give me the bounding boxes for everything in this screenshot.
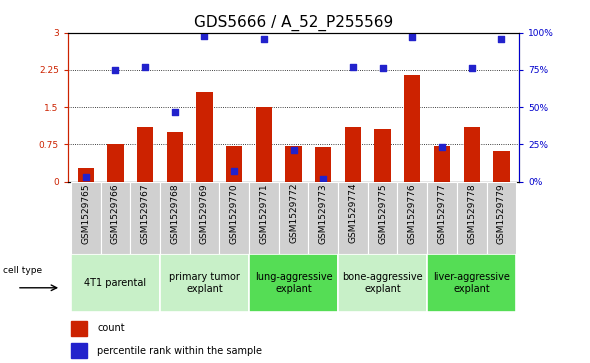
Point <box>170 109 179 114</box>
Point <box>111 67 120 73</box>
Bar <box>345 127 361 182</box>
Text: liver-aggressive
explant: liver-aggressive explant <box>433 272 510 294</box>
Bar <box>137 127 153 182</box>
Point <box>437 144 447 150</box>
Bar <box>71 254 160 312</box>
Bar <box>457 182 487 254</box>
Bar <box>434 146 450 182</box>
Bar <box>77 168 94 182</box>
Bar <box>249 254 338 312</box>
Bar <box>130 182 160 254</box>
Text: percentile rank within the sample: percentile rank within the sample <box>97 346 263 356</box>
Text: bone-aggressive
explant: bone-aggressive explant <box>342 272 423 294</box>
Text: GSM1529777: GSM1529777 <box>438 183 447 244</box>
Bar <box>487 182 516 254</box>
Point <box>230 168 239 174</box>
Point <box>348 64 358 70</box>
Bar <box>226 146 242 182</box>
Bar <box>427 254 516 312</box>
Bar <box>278 182 309 254</box>
Point <box>289 147 299 153</box>
Bar <box>71 182 100 254</box>
Bar <box>375 130 391 182</box>
Text: cell type: cell type <box>4 266 42 275</box>
Bar <box>255 107 272 182</box>
Bar <box>71 343 87 358</box>
Point <box>497 36 506 41</box>
Text: count: count <box>97 323 125 333</box>
Bar <box>249 182 278 254</box>
Point <box>200 33 209 38</box>
Text: GSM1529769: GSM1529769 <box>200 183 209 244</box>
Text: GSM1529770: GSM1529770 <box>230 183 238 244</box>
Point <box>408 34 417 40</box>
Point <box>319 176 328 182</box>
Bar <box>338 254 427 312</box>
Text: GSM1529768: GSM1529768 <box>171 183 179 244</box>
Bar <box>315 147 332 182</box>
Bar <box>404 75 421 182</box>
Text: GSM1529773: GSM1529773 <box>319 183 327 244</box>
Bar <box>427 182 457 254</box>
Point <box>81 174 90 180</box>
Text: GSM1529766: GSM1529766 <box>111 183 120 244</box>
Point <box>378 65 387 71</box>
Bar <box>338 182 368 254</box>
Bar <box>309 182 338 254</box>
Text: GSM1529776: GSM1529776 <box>408 183 417 244</box>
Text: GSM1529772: GSM1529772 <box>289 183 298 244</box>
Point <box>259 36 268 41</box>
Text: 4T1 parental: 4T1 parental <box>84 278 146 288</box>
Bar <box>100 182 130 254</box>
Bar <box>166 132 183 182</box>
Bar <box>493 151 510 182</box>
Text: GSM1529779: GSM1529779 <box>497 183 506 244</box>
Text: GSM1529765: GSM1529765 <box>81 183 90 244</box>
Bar <box>368 182 398 254</box>
Bar <box>189 182 219 254</box>
Text: GSM1529778: GSM1529778 <box>467 183 476 244</box>
Text: primary tumor
explant: primary tumor explant <box>169 272 240 294</box>
Bar <box>196 92 212 182</box>
Bar <box>107 144 123 182</box>
Bar <box>71 321 87 336</box>
Bar <box>160 182 189 254</box>
Bar <box>160 254 249 312</box>
Point <box>140 64 150 70</box>
Bar <box>398 182 427 254</box>
Text: GSM1529767: GSM1529767 <box>140 183 149 244</box>
Bar <box>286 146 301 182</box>
Title: GDS5666 / A_52_P255569: GDS5666 / A_52_P255569 <box>194 15 393 31</box>
Text: GSM1529775: GSM1529775 <box>378 183 387 244</box>
Point <box>467 65 476 71</box>
Bar <box>464 127 480 182</box>
Text: GSM1529771: GSM1529771 <box>260 183 268 244</box>
Bar <box>219 182 249 254</box>
Text: lung-aggressive
explant: lung-aggressive explant <box>255 272 332 294</box>
Text: GSM1529774: GSM1529774 <box>349 183 358 244</box>
